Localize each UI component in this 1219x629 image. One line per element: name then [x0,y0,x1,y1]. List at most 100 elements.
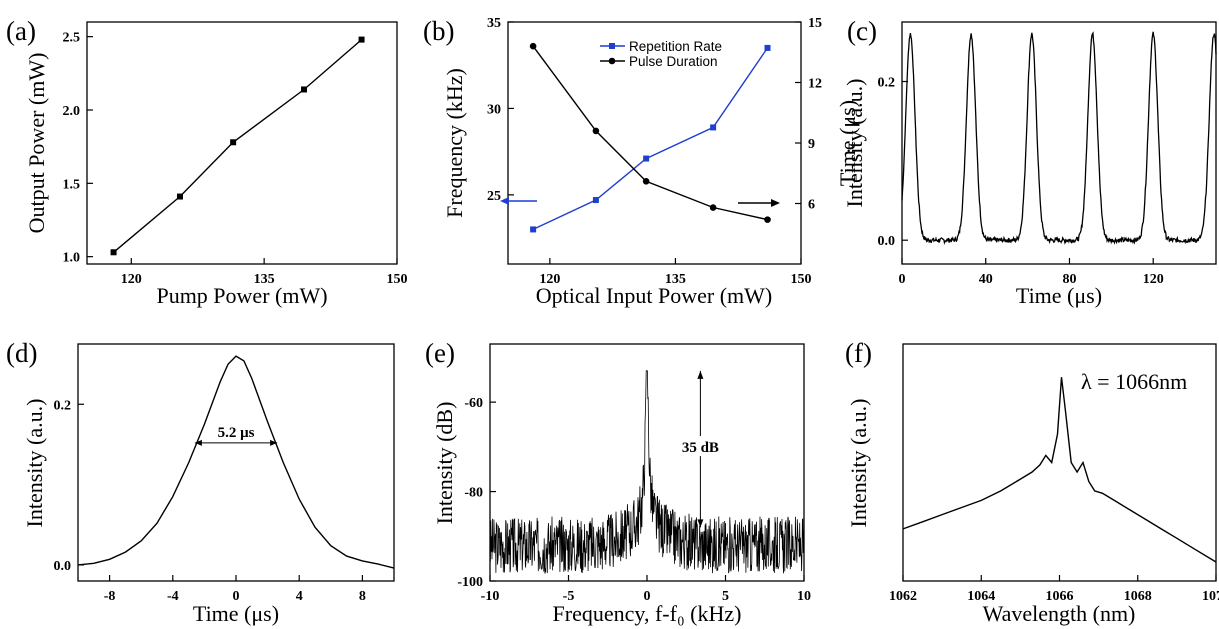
x-tick-label: -5 [563,589,575,604]
x-axis-label-e: Frequency, f-f₀ (kHz) [553,601,742,626]
x-tick-label: 135 [665,272,686,287]
data-point [230,139,237,146]
y-tick-label-right: 6 [808,198,815,213]
data-point-repetition-rate [530,226,537,233]
snr-label: 35 dB [682,440,719,456]
optical-spectrum-trace [902,377,1217,563]
x-tick-label: 5 [722,589,729,604]
x-tick-label: 120 [539,272,560,287]
panel-label-d: (d) [6,338,37,368]
snr-arrowhead-top [697,370,704,379]
pulse-train-trace [901,31,1217,246]
y-axis-label-c: Intensity (a.u.) [842,79,867,208]
x-tick-label: -8 [104,589,116,604]
series-line-a [113,39,363,253]
panel-label-f: (f) [845,338,872,368]
panel-b: (b) 120 135 150 25 30 35 6 9 12 15 Repetition Rat… [423,16,860,308]
x-tick-label: 8 [359,589,366,604]
data-point-pulse-duration [709,204,717,211]
panel-e: (e) -10 -5 0 5 10 -100 -80 -60 35 dB Frequency,… [425,338,811,626]
snr-label-bg [672,436,729,457]
fwhm-arrowhead-right [270,439,278,446]
series-line-repetition-rate [532,47,769,231]
y-tick-label-right: 9 [808,137,815,152]
single-pulse-trace [77,355,395,569]
data-point [110,249,117,256]
x-tick-label: 120 [1143,272,1164,287]
y-tick-label: 35 [487,16,501,31]
x-tick-label: 1062 [889,589,917,604]
y-axis-label-d: Intensity (a.u.) [22,399,47,528]
data-point [301,86,307,93]
x-tick-label: 150 [791,272,812,287]
right-axis-arrowhead [771,199,780,207]
y-tick-label: 0.2 [54,398,72,413]
y-tick-label: -80 [464,486,483,501]
plot-frame-a [86,21,398,265]
x-tick-label: 120 [121,272,142,287]
data-point-repetition-rate [710,124,717,131]
panel-label-c: (c) [847,16,877,46]
y-axis-label-b: Frequency (kHz) [442,68,467,218]
x-axis-label-b: Optical Input Power (mW) [536,283,772,308]
fwhm-annotation: 5.2 μs [194,425,278,446]
fwhm-arrowhead-left [194,439,202,446]
ticks-b: 120 135 150 25 30 35 6 9 12 15 [487,16,822,287]
data-point-repetition-rate [764,44,771,51]
series-line-pulse-duration [532,45,768,221]
data-point-pulse-duration [642,178,650,185]
panel-c: (c) 0 40 80 120 0.0 0.2 Time (μs) Intensity (… [842,16,1217,308]
x-axis-label-f: Wavelength (nm) [983,601,1136,626]
y-tick-label: 25 [487,189,501,204]
data-point-repetition-rate [592,197,599,204]
y-tick-label: -100 [457,575,483,590]
legend-label-repetition-rate: Repetition Rate [629,39,722,54]
x-tick-label: 150 [387,272,408,287]
y-tick-label-right: 15 [808,16,822,31]
x-tick-label: 10 [797,589,811,604]
legend-marker-pulse-duration [608,57,616,65]
data-point [358,36,365,43]
panel-label-a: (a) [6,16,36,46]
x-tick-label: 0 [899,272,906,287]
y-tick-label: 0.2 [878,76,896,91]
snr-arrowhead-bottom [697,519,704,528]
ticks-f: 1062 1064 1066 1068 1070 [889,575,1219,604]
ticks-d: -8 -4 0 4 8 0.0 0.2 [54,398,366,604]
snr-annotation: 35 dB [672,370,729,528]
fwhm-label: 5.2 μs [218,425,255,441]
panel-d: (d) -8 -4 0 4 8 0.0 0.2 5.2 μs Time (μs) Inten… [6,338,395,626]
x-tick-label: -4 [167,589,179,604]
ticks-a: 120 135 150 1.0 1.5 2.0 2.5 [63,31,408,287]
x-tick-label: 135 [254,272,275,287]
rf-spectrum-trace [489,370,805,574]
plot-frame-d [77,343,395,582]
panel-a: (a) 120 135 150 1.0 1.5 2.0 2.5 Pump Power (mW… [6,16,408,308]
y-tick-label: 1.5 [63,177,81,192]
panel-label-e: (e) [425,338,455,368]
ticks-c: 0 40 80 120 0.0 0.2 [878,76,1164,287]
markers-b [529,42,771,233]
data-point-pulse-duration [529,42,537,50]
x-tick-label: 0 [233,589,240,604]
x-tick-label: 40 [979,272,993,287]
left-axis-arrowhead [500,197,509,205]
plot-frame-c [901,21,1217,265]
y-tick-label-right: 12 [808,77,822,92]
legend-marker-repetition-rate [609,43,615,49]
y-tick-label: 1.0 [63,251,81,266]
y-tick-label: 0.0 [54,559,72,574]
x-axis-label-c: Time (μs) [1016,283,1102,308]
x-tick-label: 80 [1062,272,1076,287]
x-tick-label: 1066 [1046,589,1074,604]
y-tick-label: 2.0 [63,104,81,119]
data-point-pulse-duration [592,127,600,135]
x-tick-label: 1068 [1124,589,1152,604]
panel-label-b: (b) [423,16,454,46]
x-tick-label: -10 [481,589,500,604]
y-tick-label: 0.0 [878,234,896,249]
peak-wavelength-annotation: λ = 1066nm [1081,369,1187,394]
y-axis-label-a: Output Power (mW) [24,53,49,234]
y-tick-label: -60 [464,396,483,411]
